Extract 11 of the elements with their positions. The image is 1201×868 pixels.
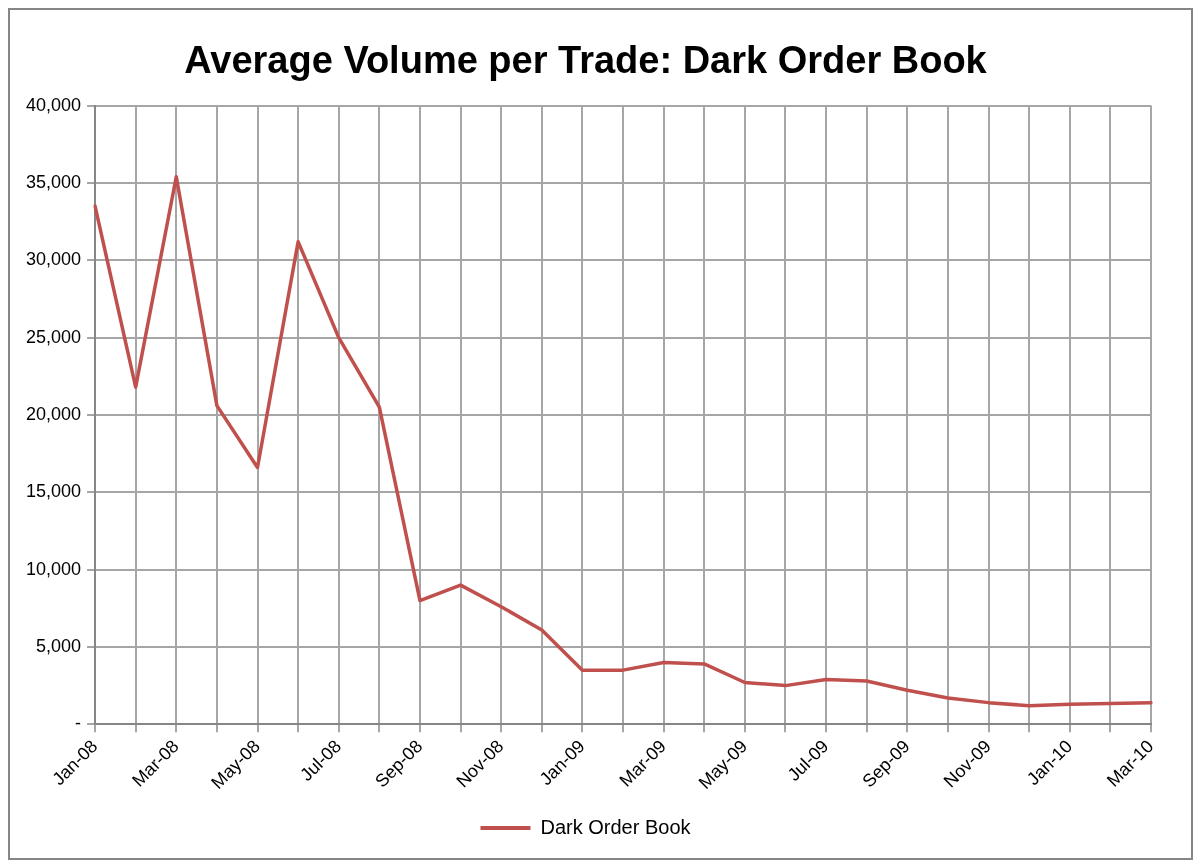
legend-label: Dark Order Book xyxy=(540,815,692,838)
y-tick-label: 5,000 xyxy=(36,635,82,656)
y-tick-label: 20,000 xyxy=(25,403,82,424)
y-tick-label: 25,000 xyxy=(25,326,82,347)
y-tick-label: 35,000 xyxy=(25,171,82,192)
y-tick-label: - xyxy=(75,713,82,734)
y-tick-label: 15,000 xyxy=(25,481,82,502)
y-tick-label: 30,000 xyxy=(25,249,82,270)
y-tick-label: 40,000 xyxy=(25,94,82,115)
y-tick-label: 10,000 xyxy=(25,558,82,579)
chart-title: Average Volume per Trade: Dark Order Book xyxy=(184,39,988,82)
